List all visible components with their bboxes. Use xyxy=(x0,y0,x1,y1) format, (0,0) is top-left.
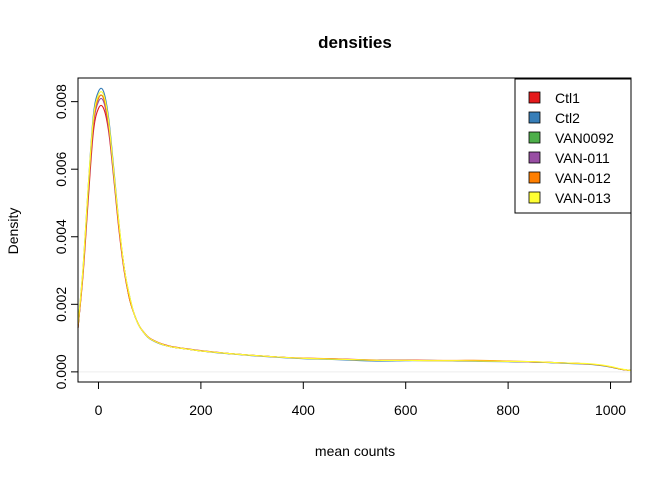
series-group xyxy=(77,87,632,372)
y-tick-label: 0.006 xyxy=(53,151,69,186)
series-line-5 xyxy=(77,91,632,372)
x-tick-label: 600 xyxy=(394,402,418,418)
legend-label: VAN0092 xyxy=(555,130,614,146)
x-axis: 0 200 400 600 800 1000 xyxy=(95,382,626,418)
chart-title: densities xyxy=(318,33,392,52)
x-axis-label: mean counts xyxy=(315,443,395,459)
x-tick-label: 800 xyxy=(496,402,520,418)
legend-swatch xyxy=(528,91,541,104)
legend-label: VAN-011 xyxy=(555,150,610,166)
legend-swatch xyxy=(528,151,541,164)
legend-swatch xyxy=(528,191,541,204)
x-tick-label: 200 xyxy=(189,402,213,418)
y-axis: 0.000 0.002 0.004 0.006 0.008 xyxy=(53,84,78,389)
y-tick-label: 0.000 xyxy=(53,354,69,389)
y-tick-label: 0.002 xyxy=(53,287,69,322)
plot-frame xyxy=(77,77,632,383)
legend: Ctl1 Ctl2 VAN0092 VAN-011 VAN-012 VAN-013 xyxy=(514,78,632,214)
x-tick-label: 0 xyxy=(95,402,103,418)
legend-swatch xyxy=(528,131,541,144)
x-tick-label: 1000 xyxy=(595,402,626,418)
legend-label: VAN-012 xyxy=(555,170,611,186)
y-tick-label: 0.004 xyxy=(53,219,69,254)
y-tick-label: 0.008 xyxy=(53,84,69,119)
legend-label: Ctl2 xyxy=(555,110,580,126)
legend-label: VAN-013 xyxy=(555,190,611,206)
legend-swatch xyxy=(528,171,541,184)
x-tick-label: 400 xyxy=(292,402,316,418)
legend-label: Ctl1 xyxy=(555,90,580,106)
legend-swatch xyxy=(528,111,541,124)
y-axis-label: Density xyxy=(5,208,21,255)
